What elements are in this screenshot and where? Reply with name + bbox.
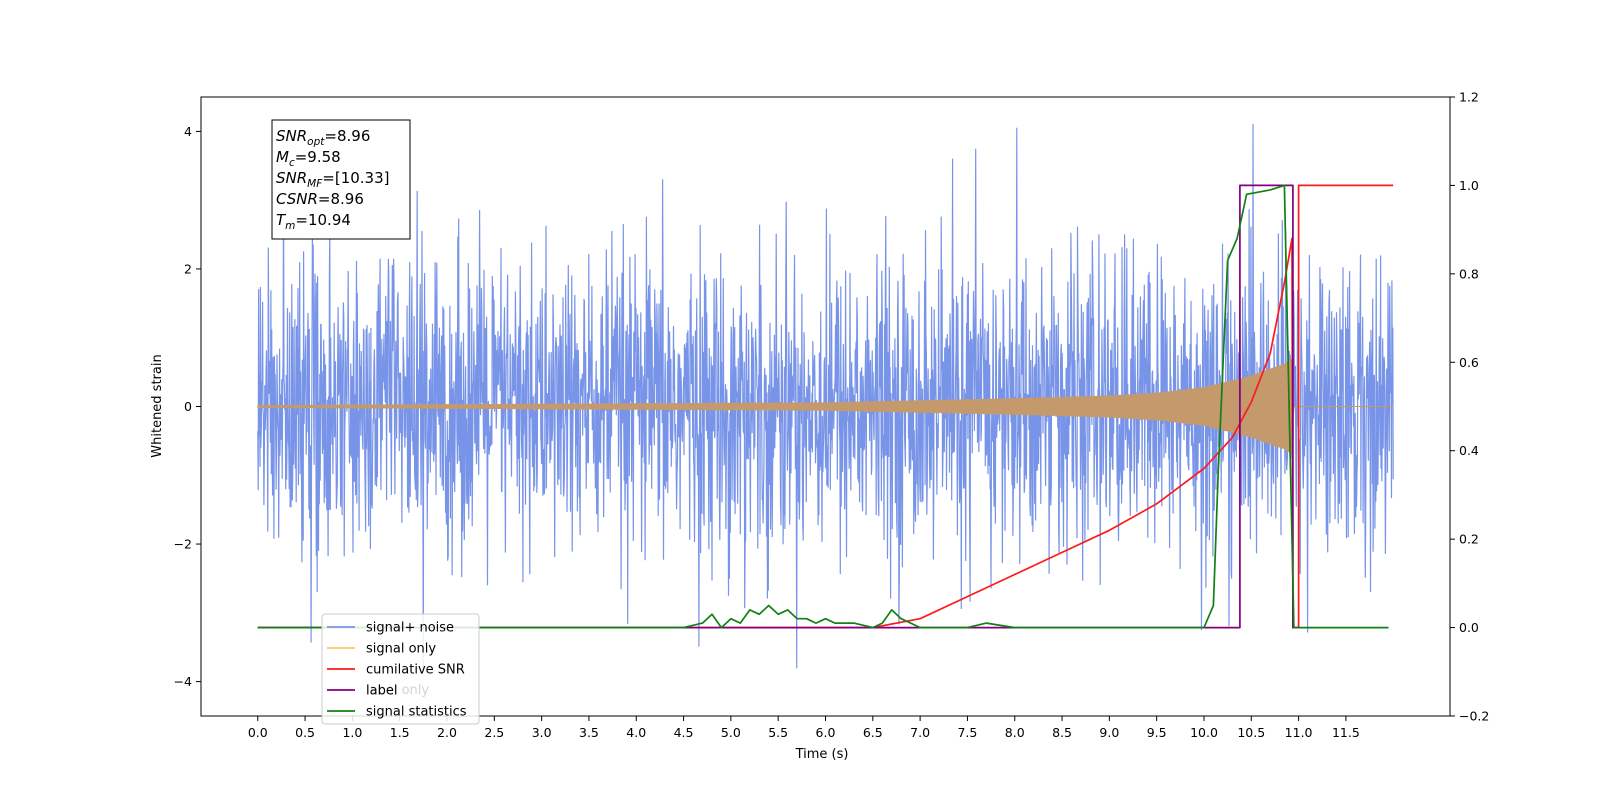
x-tick-label: 10.5 [1237,725,1265,740]
x-axis-label: Time (s) [795,747,849,762]
y-axis-left: −4 −2 0 2 4 [174,124,201,689]
info-subscript: opt [307,136,325,148]
y-left-tick-label: 2 [184,261,192,276]
info-line: SNRMF=[10.33] [276,169,390,190]
y-right-tick-label: 0.8 [1459,266,1479,281]
x-tick-label: 10.0 [1190,725,1218,740]
info-subscript: MF [307,178,323,190]
info-symbol: T [276,211,287,229]
x-tick-label: 7.5 [957,725,977,740]
legend-hidden-text: label only [366,683,429,698]
info-subscript: m [285,220,295,232]
x-tick-label: 4.5 [674,725,694,740]
y-right-tick-label: 0.2 [1459,532,1479,547]
x-tick-label: 6.0 [816,725,836,740]
info-value: =8.96 [324,127,370,145]
info-value: =[10.33] [322,169,389,187]
y-right-tick-label: 1.0 [1459,178,1479,193]
x-tick-label: 8.0 [1005,725,1025,740]
x-tick-label: 1.5 [390,725,410,740]
x-axis: 0.0 0.5 1.0 1.5 2.0 2.5 3.0 3.5 4.0 4.5 5.0 5.5 6.0 6… [248,716,1360,740]
info-subscript: c [289,157,295,169]
x-tick-label: 0.0 [248,725,268,740]
legend-label: label [366,684,397,699]
x-tick-label: 0.5 [295,725,315,740]
series-line-signal-noise [257,123,1394,669]
x-tick-label: 4.0 [626,725,646,740]
x-tick-label: 11.5 [1332,725,1360,740]
y-right-tick-label: 0.4 [1459,443,1479,458]
y-left-tick-label: 4 [184,124,192,139]
info-box-frame [271,119,411,240]
info-box: SNRopt=8.96Mc=9.58SNRMF=[10.33]CSNR=8.96… [271,119,411,240]
info-line: Tm=10.94 [276,211,351,232]
x-tick-label: 1.0 [342,725,362,740]
y-axis-left-label: Whitened strain [150,354,165,457]
x-tick-label: 9.0 [1099,725,1119,740]
y-right-tick-label: 0.6 [1459,355,1479,370]
x-tick-label: 3.0 [532,725,552,740]
x-tick-label: 8.5 [1052,725,1072,740]
info-value: =8.96 [318,190,364,208]
info-line: CSNR=8.96 [276,190,364,208]
legend-label: signal only [366,642,436,657]
info-symbol: SNR [276,127,307,145]
y-right-tick-label: 0.0 [1459,620,1479,635]
y-left-tick-label: 0 [184,399,192,414]
info-line: Mc=9.58 [276,148,341,169]
legend-label: signal statistics [366,705,467,720]
info-value: =9.58 [295,148,341,166]
y-left-tick-label: −2 [174,537,192,552]
x-tick-label: 5.0 [721,725,741,740]
y-left-tick-label: −4 [174,674,192,689]
x-tick-label: 9.5 [1147,725,1167,740]
y-axis-right: −0.2 0.0 0.2 0.4 0.6 0.8 1.0 1.2 [1450,90,1489,724]
legend-label: signal+ noise [366,621,454,636]
x-tick-label: 11.0 [1285,725,1313,740]
plot-area [257,123,1394,669]
legend: signal+ noise signal only cumilative SNR la… [321,613,480,725]
info-symbol: SNR [276,169,307,187]
x-tick-label: 7.0 [910,725,930,740]
series-line-signal-only [257,358,1394,455]
info-line: SNRopt=8.96 [276,127,370,148]
y-right-tick-label: 1.2 [1459,90,1479,105]
x-tick-label: 6.5 [863,725,883,740]
info-symbol: M [276,148,289,166]
series-line-signal-statistics [257,184,1389,629]
x-tick-label: 2.0 [437,725,457,740]
x-tick-label: 5.5 [768,725,788,740]
x-tick-label: 2.5 [484,725,504,740]
info-symbol: CSNR [276,190,318,208]
x-tick-label: 3.5 [579,725,599,740]
legend-frame [321,613,480,725]
legend-label: cumilative SNR [366,663,465,678]
info-value: =10.94 [295,211,351,229]
y-right-tick-label: −0.2 [1459,709,1489,724]
